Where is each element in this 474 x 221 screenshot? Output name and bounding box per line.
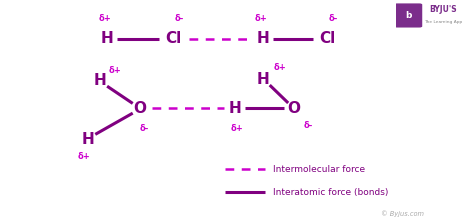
Text: O: O — [287, 101, 301, 116]
Text: δ-: δ- — [329, 14, 338, 23]
Text: δ+: δ+ — [99, 14, 111, 23]
Text: Cl: Cl — [319, 31, 335, 46]
Text: BYJU'S: BYJU'S — [430, 5, 457, 14]
Text: δ+: δ+ — [230, 124, 243, 133]
Text: H: H — [93, 73, 106, 88]
Text: δ+: δ+ — [109, 66, 121, 75]
Text: H: H — [228, 101, 241, 116]
Text: O: O — [133, 101, 146, 116]
Text: δ+: δ+ — [274, 63, 286, 72]
FancyBboxPatch shape — [394, 3, 422, 28]
Text: H: H — [82, 132, 94, 147]
Text: δ-: δ- — [303, 122, 313, 130]
Text: δ-: δ- — [140, 124, 149, 133]
Text: b: b — [405, 11, 411, 20]
Text: H: H — [257, 31, 269, 46]
Text: Intermolecular force: Intermolecular force — [273, 165, 365, 173]
Text: The Learning App: The Learning App — [424, 20, 463, 24]
Text: δ+: δ+ — [255, 14, 267, 23]
Text: H: H — [100, 31, 113, 46]
Text: Cl: Cl — [165, 31, 181, 46]
Text: Interatomic force (bonds): Interatomic force (bonds) — [273, 188, 388, 197]
Text: © Byjus.com: © Byjus.com — [381, 210, 424, 217]
Text: δ-: δ- — [175, 14, 184, 23]
Text: δ+: δ+ — [78, 152, 90, 161]
Text: H: H — [257, 72, 269, 87]
